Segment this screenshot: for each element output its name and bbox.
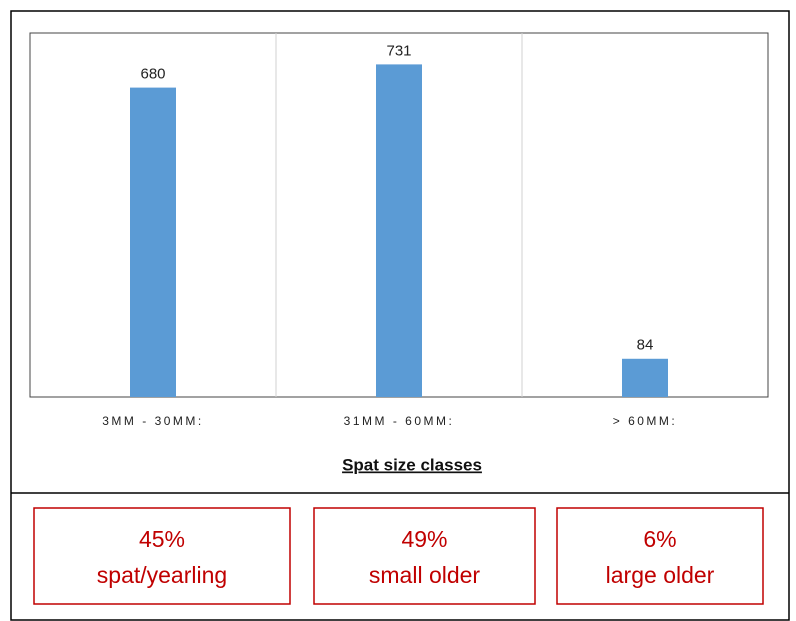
- frame: [10, 10, 790, 621]
- summary-box: [313, 507, 536, 605]
- data-label: 680: [140, 66, 165, 83]
- summary-box: [33, 507, 291, 605]
- summary-box: [556, 507, 764, 605]
- summary-percent: 45%: [139, 526, 185, 552]
- summary-percent: 49%: [401, 526, 447, 552]
- x-tick-label: 31MM - 60MM:: [344, 414, 455, 428]
- bar: [376, 64, 422, 398]
- data-label: 84: [637, 337, 654, 354]
- summary-label: small older: [369, 562, 481, 588]
- bar: [130, 87, 176, 397]
- summary-label: spat/yearling: [97, 562, 227, 588]
- bar: [622, 358, 668, 397]
- x-tick-label: > 60MM:: [613, 414, 678, 428]
- x-axis-title: Spat size classes: [342, 455, 482, 474]
- summary-label: large older: [606, 562, 715, 588]
- summary-percent: 6%: [643, 526, 676, 552]
- x-tick-label: 3MM - 30MM:: [102, 414, 204, 428]
- data-label: 731: [386, 42, 411, 59]
